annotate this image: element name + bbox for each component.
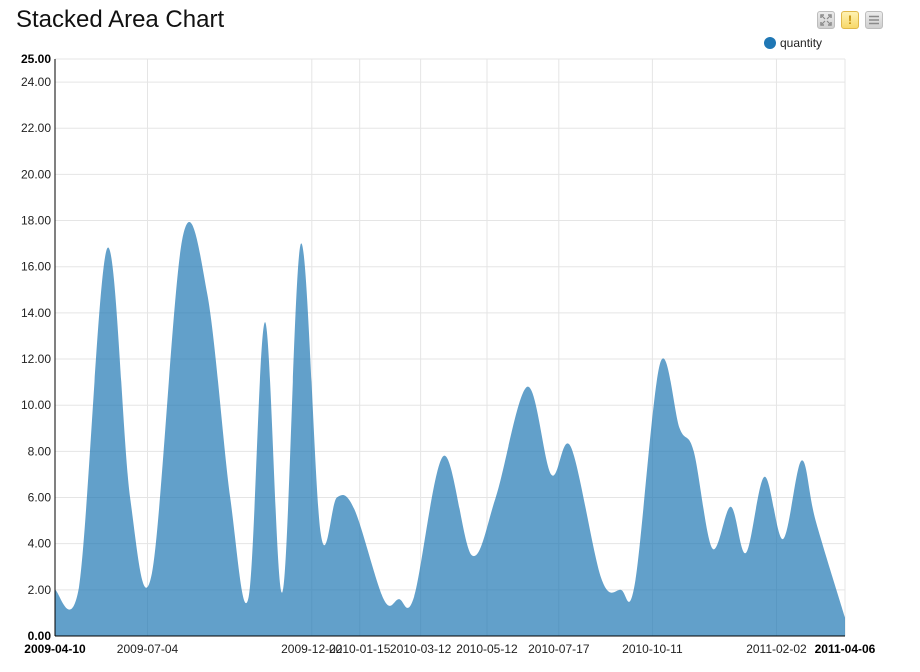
x-tick-label: 2009-04-10	[24, 642, 86, 656]
x-tick-label: 2010-10-11	[622, 642, 683, 656]
x-tick-label: 2010-01-15	[329, 642, 391, 656]
y-tick-label: 6.00	[28, 491, 52, 505]
x-tick-label: 2010-07-17	[528, 642, 590, 656]
y-tick-label: 20.00	[21, 167, 51, 181]
y-tick-label: 4.00	[28, 537, 52, 551]
fullscreen-button[interactable]	[817, 11, 835, 29]
legend-item-quantity[interactable]: quantity	[764, 36, 822, 50]
y-tick-label: 22.00	[21, 121, 51, 135]
y-tick-label: 24.00	[21, 75, 51, 89]
y-tick-label: 8.00	[28, 444, 52, 458]
chart-title: Stacked Area Chart	[16, 6, 225, 33]
x-tick-label: 2010-05-12	[456, 642, 518, 656]
expand-icon	[820, 14, 832, 26]
menu-icon	[869, 15, 879, 25]
y-tick-label: 12.00	[21, 352, 51, 366]
chart-toolbar: !	[817, 11, 883, 29]
legend-label: quantity	[780, 36, 823, 50]
y-tick-label: 16.00	[21, 260, 51, 274]
y-tick-label: 0.00	[28, 629, 52, 643]
warning-button[interactable]: !	[841, 11, 859, 29]
y-tick-label: 2.00	[28, 583, 52, 597]
area-series-quantity	[55, 221, 845, 636]
x-tick-label: 2009-07-04	[117, 642, 179, 656]
y-tick-label: 10.00	[21, 398, 51, 412]
x-tick-label: 2010-03-12	[390, 642, 452, 656]
x-tick-label: 2011-04-06	[815, 642, 876, 656]
menu-button[interactable]	[865, 11, 883, 29]
x-tick-label: 2011-02-02	[746, 642, 807, 656]
y-tick-label: 18.00	[21, 214, 51, 228]
x-tick-label: 2009-12-02	[281, 642, 343, 656]
y-tick-label: 25.00	[21, 52, 51, 66]
legend-marker	[764, 37, 776, 49]
y-tick-label: 14.00	[21, 306, 51, 320]
warning-icon: !	[848, 13, 852, 27]
